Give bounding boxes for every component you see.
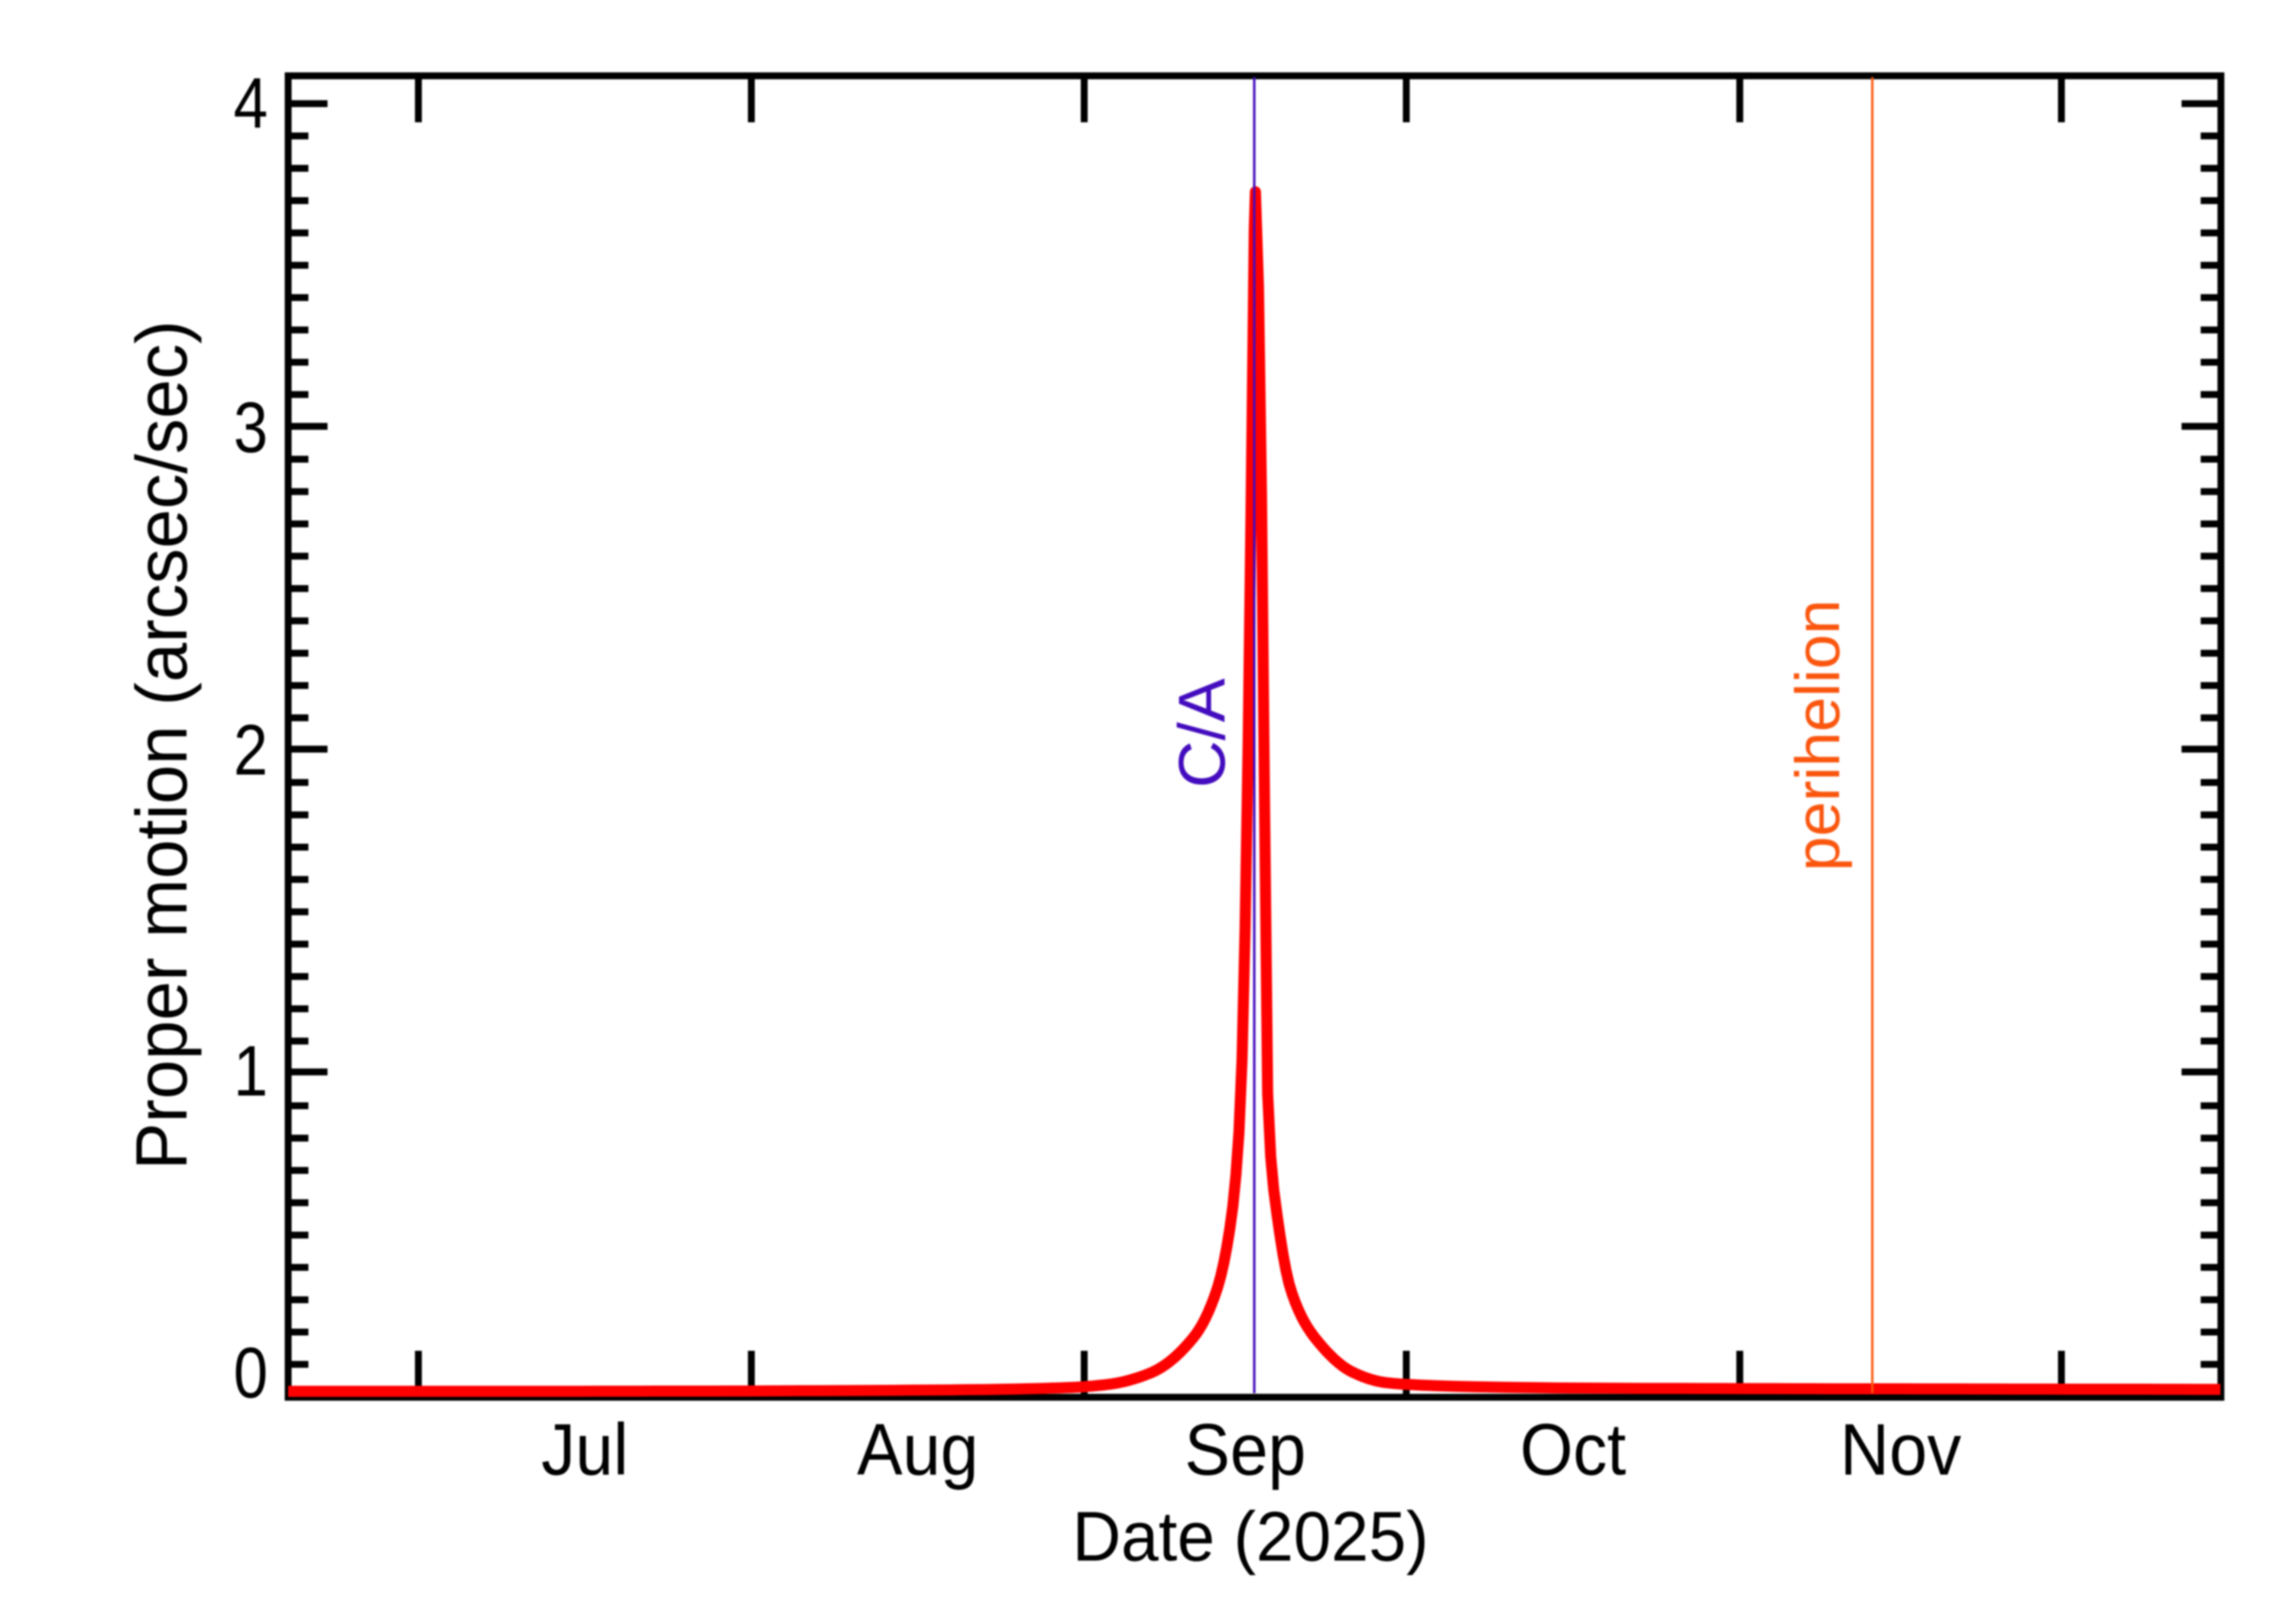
svg-text:Aug: Aug bbox=[857, 1408, 978, 1491]
svg-text:Jul: Jul bbox=[541, 1408, 628, 1491]
svg-text:Nov: Nov bbox=[1840, 1408, 1961, 1491]
svg-text:1: 1 bbox=[234, 1031, 268, 1111]
svg-text:Date (2025): Date (2025) bbox=[1072, 1497, 1429, 1576]
svg-text:Oct: Oct bbox=[1520, 1408, 1627, 1491]
svg-text:Sep: Sep bbox=[1185, 1408, 1306, 1491]
svg-text:C/A: C/A bbox=[1166, 678, 1239, 788]
svg-text:perihelion: perihelion bbox=[1783, 599, 1853, 871]
svg-text:Proper motion (arcsec/sec): Proper motion (arcsec/sec) bbox=[121, 320, 202, 1170]
svg-text:3: 3 bbox=[234, 387, 268, 468]
svg-text:4: 4 bbox=[234, 63, 268, 143]
svg-text:0: 0 bbox=[234, 1333, 268, 1413]
svg-text:2: 2 bbox=[234, 710, 268, 790]
